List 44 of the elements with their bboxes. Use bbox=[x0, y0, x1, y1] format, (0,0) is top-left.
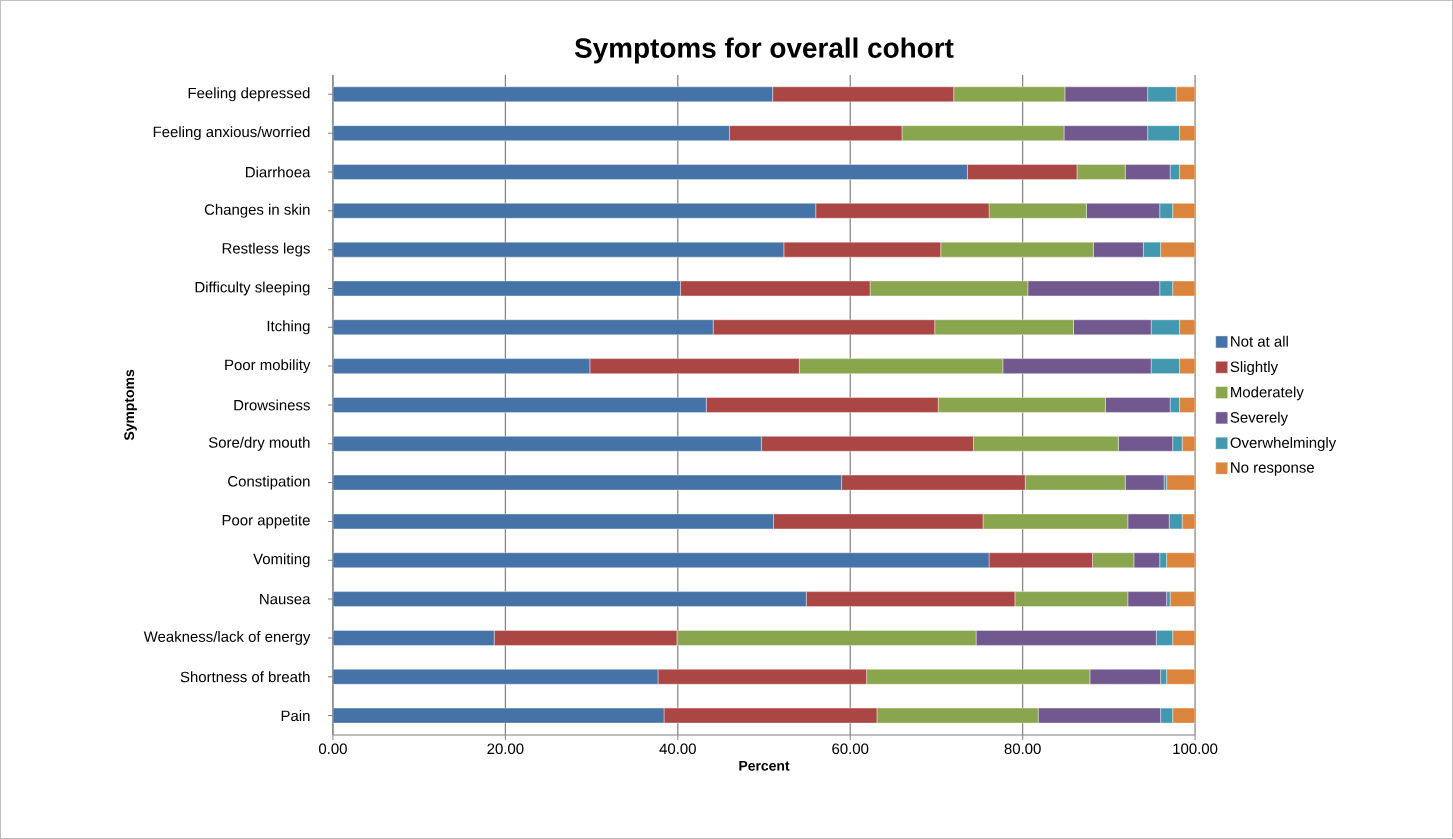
legend-label: Overwhelmingly bbox=[1230, 437, 1337, 451]
bar bbox=[332, 203, 816, 219]
bar bbox=[332, 630, 495, 646]
y-tick-label: Diarrhoea bbox=[246, 166, 311, 178]
y-tick-label: Constipation bbox=[228, 475, 310, 490]
y-tick-label: Drowsiness bbox=[234, 399, 310, 411]
legend-label: Slightly bbox=[1230, 361, 1279, 376]
x-tick-label: 0.00 bbox=[318, 743, 347, 755]
y-tick-label: Difficulty sleeping bbox=[195, 281, 310, 296]
bar bbox=[332, 591, 807, 607]
y-tick-label: Poor appetite bbox=[222, 514, 310, 529]
bar bbox=[332, 669, 659, 685]
y-tick-label: Weakness/lack of energy bbox=[143, 631, 311, 645]
y-tick-label: Feeling depressed bbox=[188, 87, 310, 102]
legend-label: Severely bbox=[1230, 411, 1289, 426]
x-tick-label: 60.00 bbox=[832, 743, 869, 755]
y-tick-label: Changes in skin bbox=[204, 203, 310, 218]
bar bbox=[332, 358, 591, 374]
y-tick-label: Sore/dry mouth bbox=[208, 436, 310, 451]
bar bbox=[332, 552, 990, 569]
y-tick-label: Poor mobility bbox=[225, 359, 311, 374]
bar bbox=[332, 436, 762, 452]
y-tick-label: Vomiting bbox=[253, 553, 310, 568]
y-tick-label: Pain bbox=[281, 710, 310, 722]
legend-label: Moderately bbox=[1231, 386, 1304, 401]
y-tick-label: Nausea bbox=[260, 593, 311, 605]
x-axis-title: Percent bbox=[739, 760, 790, 771]
y-tick-label: Itching bbox=[267, 320, 310, 335]
x-tick-label: 100.00 bbox=[1173, 743, 1218, 755]
legend-label: Not at all bbox=[1231, 335, 1288, 347]
x-tick-label: 80.00 bbox=[1004, 743, 1041, 755]
x-tick-label: 20.00 bbox=[487, 743, 524, 755]
bar bbox=[332, 164, 968, 180]
y-tick-label: Restless legs bbox=[222, 242, 310, 257]
bar bbox=[332, 125, 730, 141]
y-tick-label: Shortness of breath bbox=[180, 671, 310, 683]
chart-title: Symptoms for overall cohort bbox=[574, 37, 954, 64]
x-tick-label: 40.00 bbox=[659, 743, 696, 755]
bar bbox=[332, 86, 773, 103]
y-axis-title: Symptoms bbox=[124, 369, 137, 441]
bar bbox=[332, 397, 707, 413]
legend-label: No response bbox=[1231, 462, 1314, 476]
y-tick-label: Feeling anxious/worried bbox=[153, 126, 310, 141]
bar bbox=[332, 319, 714, 336]
